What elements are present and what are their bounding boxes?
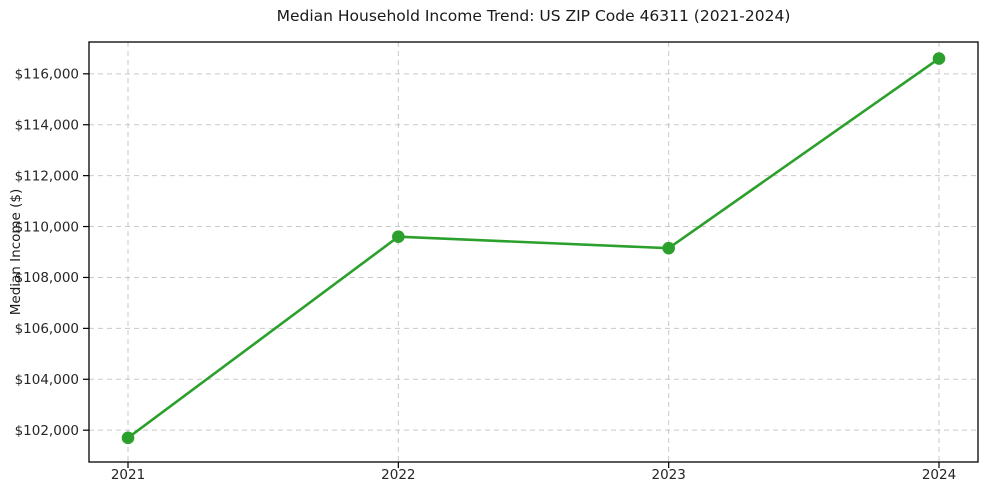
data-point — [121, 431, 135, 445]
data-point — [932, 52, 946, 65]
y-axis-label-text: Median Income ($) — [8, 188, 24, 316]
y-tick-label: $108,000 — [15, 270, 79, 286]
x-tick-label: 2021 — [111, 467, 145, 483]
y-tick-label: $112,000 — [15, 168, 79, 184]
x-tick-label: 2024 — [922, 467, 956, 483]
data-point — [662, 241, 675, 255]
x-tick-label: 2023 — [651, 467, 685, 483]
chart-title: Median Household Income Trend: US ZIP Co… — [276, 7, 791, 25]
y-tick-label: $102,000 — [15, 423, 79, 439]
y-tick-label: $116,000 — [15, 67, 79, 83]
y-tick-label: $104,000 — [15, 372, 79, 388]
x-tick-label: 2022 — [381, 467, 415, 483]
plot-border — [88, 41, 979, 463]
data-point — [392, 230, 405, 244]
trend-line — [126, 57, 941, 440]
y-tick-label: $106,000 — [15, 321, 79, 337]
y-tick-label: $110,000 — [15, 219, 79, 235]
y-tick-label: $114,000 — [15, 117, 79, 133]
